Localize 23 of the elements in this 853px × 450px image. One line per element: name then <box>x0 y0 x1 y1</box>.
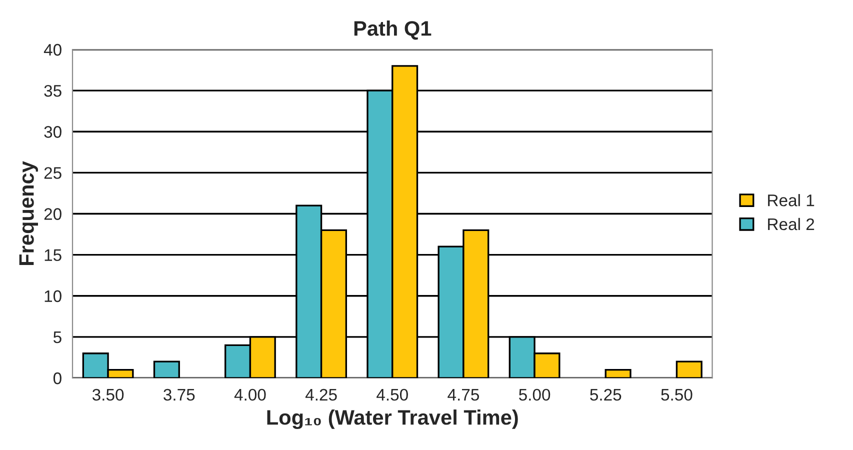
y-axis-title: Frequency <box>19 161 38 266</box>
y-tick-label: 0 <box>53 372 62 384</box>
x-tick-label: 4.75 <box>448 389 479 401</box>
x-axis-title: Log₁₀ (Water Travel Time) <box>267 410 518 430</box>
x-tick-label: 5.25 <box>590 388 622 401</box>
x-tick-label: 4.00 <box>234 388 266 401</box>
y-tick-label: 35 <box>44 84 62 97</box>
y-tick-label: 20 <box>44 208 62 220</box>
x-tick-label: 3.50 <box>92 388 124 401</box>
x-tick-label: 5.00 <box>518 388 550 401</box>
y-tick-label: 40 <box>44 44 62 56</box>
x-tick-label: 4.50 <box>376 388 408 401</box>
legend-label: Real 2 <box>768 218 814 230</box>
y-tick-label: 5 <box>53 332 62 344</box>
y-tick-label: 25 <box>44 167 62 179</box>
y-tick-label: 30 <box>44 126 62 138</box>
x-tick-label: 3.75 <box>164 388 195 401</box>
x-tick-label: 5.50 <box>661 388 692 401</box>
legend-label: Real 1 <box>768 194 814 206</box>
x-tick-label: 4.25 <box>305 388 337 401</box>
y-tick-label: 10 <box>44 290 62 302</box>
y-tick-label: 15 <box>44 249 62 262</box>
chart-title: Path Q1 <box>354 20 432 40</box>
